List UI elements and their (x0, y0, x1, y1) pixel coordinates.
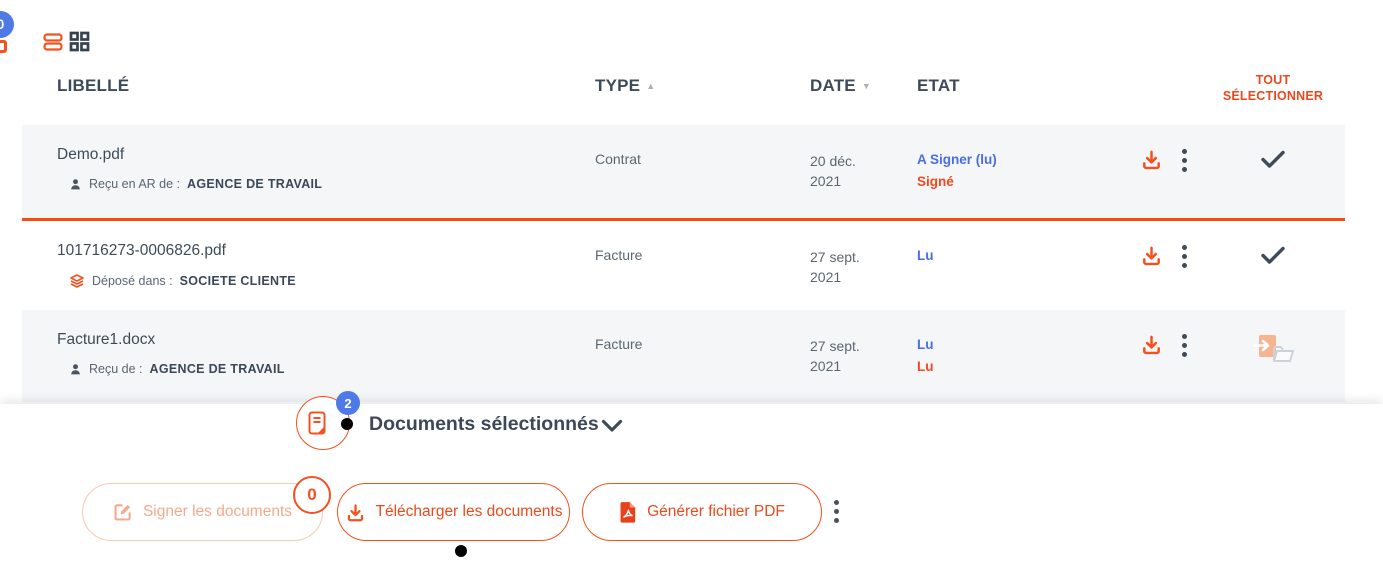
pdf-file-icon (620, 502, 636, 523)
download-icon (347, 503, 363, 521)
document-name[interactable]: Facture1.docx (57, 331, 156, 348)
meta-label: Déposé dans : (92, 274, 173, 288)
document-type: Contrat (595, 151, 641, 167)
document-date: 27 sept. 2021 (810, 247, 860, 287)
download-icon (1143, 150, 1160, 170)
document-type: Facture (595, 336, 643, 352)
view-toggle-group (43, 31, 90, 52)
sort-desc-icon[interactable]: ▼ (861, 81, 871, 91)
meta-label: Reçu de : (89, 362, 143, 376)
kebab-icon (1182, 245, 1187, 268)
download-button[interactable] (1140, 148, 1163, 171)
document-name[interactable]: 101716273-0006826.pdf (57, 242, 226, 259)
table-row: 101716273-0006826.pdf Déposé dans : SOCI… (22, 221, 1345, 310)
row-selected-toggle[interactable] (1243, 245, 1303, 265)
meta-value: AGENCE DE TRAVAIL (149, 362, 285, 376)
date-line2: 2021 (810, 269, 842, 285)
status-line2: Lu (917, 359, 934, 374)
row-menu-button[interactable] (1182, 245, 1187, 268)
selection-panel: 2 Documents sélectionnés Signer les docu… (0, 391, 1383, 565)
column-header-etat: ETAT (917, 76, 960, 95)
meta-label: Reçu en AR de : (89, 177, 181, 191)
kebab-icon (1182, 334, 1187, 357)
date-line1: 27 sept. (810, 338, 860, 354)
document-meta: Reçu de : AGENCE DE TRAVAIL (69, 362, 285, 376)
document-meta: Reçu en AR de : AGENCE DE TRAVAIL (69, 177, 322, 191)
meta-value: AGENCE DE TRAVAIL (187, 177, 323, 191)
check-icon (1261, 150, 1285, 168)
sign-documents-label: Signer les documents (142, 503, 293, 520)
document-date: 27 sept. 2021 (810, 336, 860, 376)
folder-move-icon (1252, 335, 1294, 362)
selection-panel-title: Documents sélectionnés (369, 413, 599, 435)
row-selected-toggle[interactable] (1243, 149, 1303, 169)
select-all-button[interactable]: TOUT SÉLECTIONNER (1222, 73, 1324, 103)
download-icon (1143, 335, 1160, 355)
column-header-type[interactable]: TYPE ▲ (595, 76, 655, 96)
active-row-divider (22, 218, 1345, 221)
column-header-libelle: LIBELLÉ (57, 76, 130, 95)
sort-asc-icon[interactable]: ▲ (646, 81, 656, 91)
document-status: A Signer (lu) Signé (917, 149, 997, 193)
document-name[interactable]: Demo.pdf (57, 146, 125, 163)
download-button[interactable] (1140, 333, 1163, 356)
download-icon (1143, 246, 1160, 266)
sign-icon (114, 504, 131, 521)
document-meta: Déposé dans : SOCIETE CLIENTE (69, 273, 296, 289)
selected-count-badge: 2 (336, 391, 360, 415)
date-line1: 27 sept. (810, 249, 860, 265)
row-classify-action[interactable] (1243, 334, 1303, 364)
list-view-icon[interactable] (43, 32, 63, 52)
chevron-down-icon[interactable] (601, 419, 623, 433)
download-documents-label: Télécharger les documents (375, 503, 563, 520)
table-row: Facture1.docx Reçu de : AGENCE DE TRAVAI… (22, 310, 1345, 402)
status-line2: Signé (917, 174, 954, 189)
document-status: Lu (917, 245, 934, 267)
download-button[interactable] (1140, 244, 1163, 267)
more-actions-button[interactable] (834, 500, 839, 523)
sign-documents-button[interactable]: Signer les documents (82, 483, 323, 541)
status-line1: Lu (917, 337, 934, 352)
check-icon (1261, 246, 1285, 264)
document-status: Lu Lu (917, 334, 934, 378)
click-marker (455, 545, 467, 557)
row-menu-button[interactable] (1182, 334, 1187, 357)
sign-count-badge: 0 (293, 476, 331, 514)
grid-view-icon[interactable] (69, 31, 90, 52)
person-icon (71, 178, 80, 189)
date-line2: 2021 (810, 173, 842, 189)
click-marker (341, 418, 353, 430)
notification-badge: 0 (0, 11, 14, 38)
clipped-icon (0, 40, 7, 53)
document-type: Facture (595, 247, 643, 263)
person-icon (71, 363, 80, 374)
document-date: 20 déc. 2021 (810, 151, 856, 191)
documents-table: LIBELLÉ TYPE ▲ DATE ▼ ETAT TOUT SÉLECTIONN… (22, 60, 1345, 402)
table-row: Demo.pdf Reçu en AR de : AGENCE DE TRAVA… (22, 125, 1345, 218)
kebab-icon (834, 500, 839, 523)
status-line1: A Signer (lu) (917, 152, 997, 167)
meta-value: SOCIETE CLIENTE (179, 274, 296, 288)
download-documents-button[interactable]: Télécharger les documents (337, 483, 570, 541)
column-header-type-label: TYPE (595, 76, 641, 95)
layers-icon (70, 274, 84, 288)
date-line1: 20 déc. (810, 153, 856, 169)
generate-pdf-label: Générer fichier PDF (647, 503, 785, 520)
column-header-date[interactable]: DATE ▼ (810, 76, 871, 96)
document-icon (308, 411, 326, 435)
kebab-icon (1182, 149, 1187, 172)
generate-pdf-button[interactable]: Générer fichier PDF (582, 483, 822, 541)
date-line2: 2021 (810, 358, 842, 374)
row-menu-button[interactable] (1182, 149, 1187, 172)
status-line1: Lu (917, 248, 934, 263)
column-header-date-label: DATE (810, 76, 856, 95)
